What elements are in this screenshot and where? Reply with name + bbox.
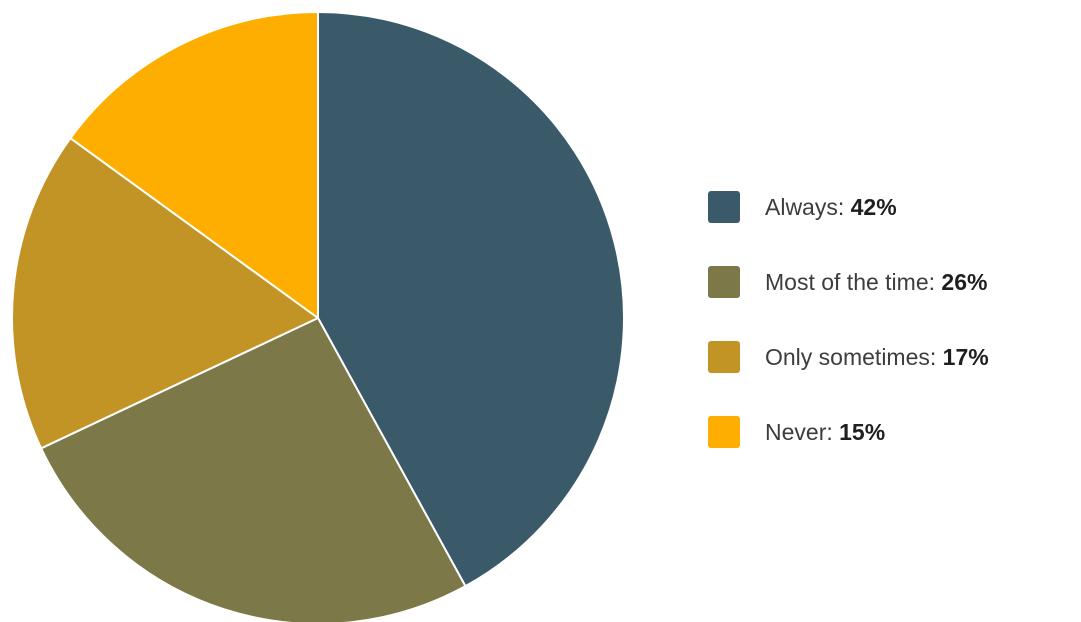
legend-label-only-sometimes: Only sometimes — [765, 343, 930, 370]
legend-label-always: Always — [765, 193, 838, 220]
legend-value-most-of-the-time: 26% — [941, 268, 988, 295]
legend-text-always: Always: 42% — [765, 193, 897, 220]
pie-slice-most-of-the-time — [40, 317, 467, 622]
legend-swatch-most-of-the-time — [708, 266, 740, 298]
pie-slice-always — [317, 11, 625, 588]
legend-item-only-sometimes: Only sometimes: 17% — [708, 340, 1081, 374]
legend-text-most-of-the-time: Most of the time: 26% — [765, 268, 988, 295]
legend-item-most-of-the-time: Most of the time: 26% — [708, 265, 1081, 299]
legend-swatch-never — [708, 416, 740, 448]
legend-text-only-sometimes: Only sometimes: 17% — [765, 343, 989, 370]
legend-label-most-of-the-time: Most of the time — [765, 268, 929, 295]
legend-item-always: Always: 42% — [708, 190, 1081, 224]
pie-chart — [11, 11, 625, 622]
legend-text-never: Never: 15% — [765, 418, 886, 445]
legend-swatch-only-sometimes — [708, 341, 740, 373]
pie-slice-never — [69, 11, 319, 319]
legend-value-never: 15% — [839, 418, 886, 445]
legend-label-never: Never — [765, 418, 827, 445]
legend-value-always: 42% — [850, 193, 897, 220]
legend-item-never: Never: 15% — [708, 415, 1081, 449]
pie-slice-only-sometimes — [11, 137, 319, 450]
legend-value-only-sometimes: 17% — [942, 343, 989, 370]
legend-swatch-always — [708, 191, 740, 223]
legend: Always: 42% Most of the time: 26% Only s… — [708, 190, 1081, 490]
